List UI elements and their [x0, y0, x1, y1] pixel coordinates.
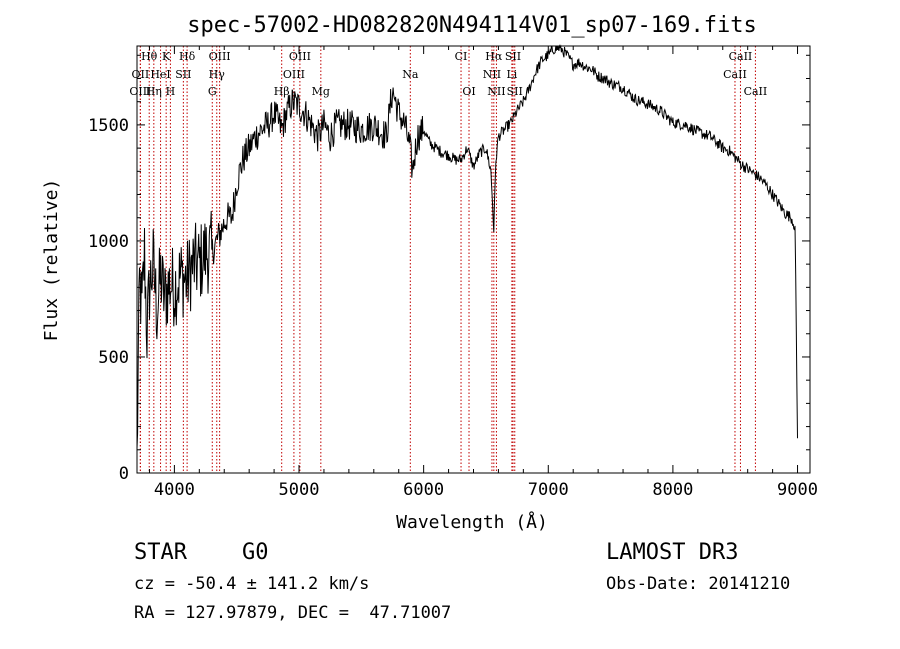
survey-name: LAMOST DR3	[606, 540, 739, 565]
x-tick-label: 9000	[777, 480, 818, 500]
x-tick-label: 8000	[652, 480, 693, 500]
spectrum-line-spectrum	[136, 44, 798, 449]
line-label-oiii: OIII	[129, 85, 151, 98]
line-label-mg: Mg	[312, 85, 330, 98]
y-tick-label: 0	[119, 464, 129, 484]
line-label-sii: SII	[505, 50, 521, 63]
line-label-li: Li	[506, 68, 517, 81]
line-label-sii: SII	[507, 85, 523, 98]
spectrum-series	[136, 44, 798, 449]
y-tick-label: 500	[98, 348, 129, 368]
subclass: G0	[242, 540, 269, 565]
object-class: STAR	[134, 540, 187, 565]
line-label-nii: NII	[483, 68, 501, 81]
line-label-hβ: Hβ	[274, 85, 290, 98]
sky-coordinates: RA = 127.97879, DEC = 47.71007	[134, 603, 452, 623]
y-axis-ticks: 0 500 1000 1500	[88, 54, 810, 484]
line-label-oiii: OIII	[289, 50, 311, 63]
spectral-line-markers	[139, 46, 756, 473]
redshift-velocity: cz = -50.4 ± 141.2 km/s	[134, 574, 370, 594]
x-tick-label: 4000	[154, 480, 195, 500]
chart-title: spec-57002-HD082820N494114V01_sp07-169.f…	[187, 13, 757, 38]
x-axis-ticks: 4000 5000 6000 7000 8000 9000	[148, 46, 818, 500]
line-label-oiii: OIII	[283, 68, 305, 81]
plot-frame	[136, 45, 811, 474]
x-tick-label: 7000	[528, 480, 569, 500]
line-label-hδ: Hδ	[179, 50, 196, 63]
x-axis-label: Wavelength (Å)	[396, 511, 548, 533]
line-label-g: G	[208, 85, 217, 98]
observation-date: Obs-Date: 20141210	[606, 574, 791, 594]
line-label-k: K	[162, 50, 171, 63]
line-label-caii: CaII	[744, 85, 768, 98]
line-label-nii: NII	[487, 85, 505, 98]
line-label-hθ: Hθ	[141, 50, 158, 63]
x-tick-label: 5000	[279, 480, 320, 500]
line-label-oiii: OIII	[209, 50, 231, 63]
x-tick-label: 6000	[403, 480, 444, 500]
line-label-hei: HeI	[150, 68, 170, 81]
line-label-sii: SII	[175, 68, 191, 81]
y-axis-label: Flux (relative)	[41, 179, 62, 342]
line-label-ci: CI	[455, 50, 468, 63]
line-label-hα: Hα	[485, 50, 503, 63]
y-tick-label: 1500	[88, 116, 129, 136]
line-label-hγ: Hγ	[209, 68, 226, 81]
line-label-caii: CaII	[723, 68, 747, 81]
y-tick-label: 1000	[88, 232, 129, 252]
line-label-oi: OI	[462, 85, 475, 98]
line-label-na: Na	[402, 68, 419, 81]
spectrum-chart: 4000 5000 6000 7000 8000 9000 0 500 1000 1500 Hθ…	[41, 13, 818, 533]
line-label-h: H	[166, 85, 176, 98]
line-label-caii: CaII	[729, 50, 753, 63]
line-label-oii: OII	[132, 68, 150, 81]
line-label-hη: Hη	[146, 85, 162, 98]
